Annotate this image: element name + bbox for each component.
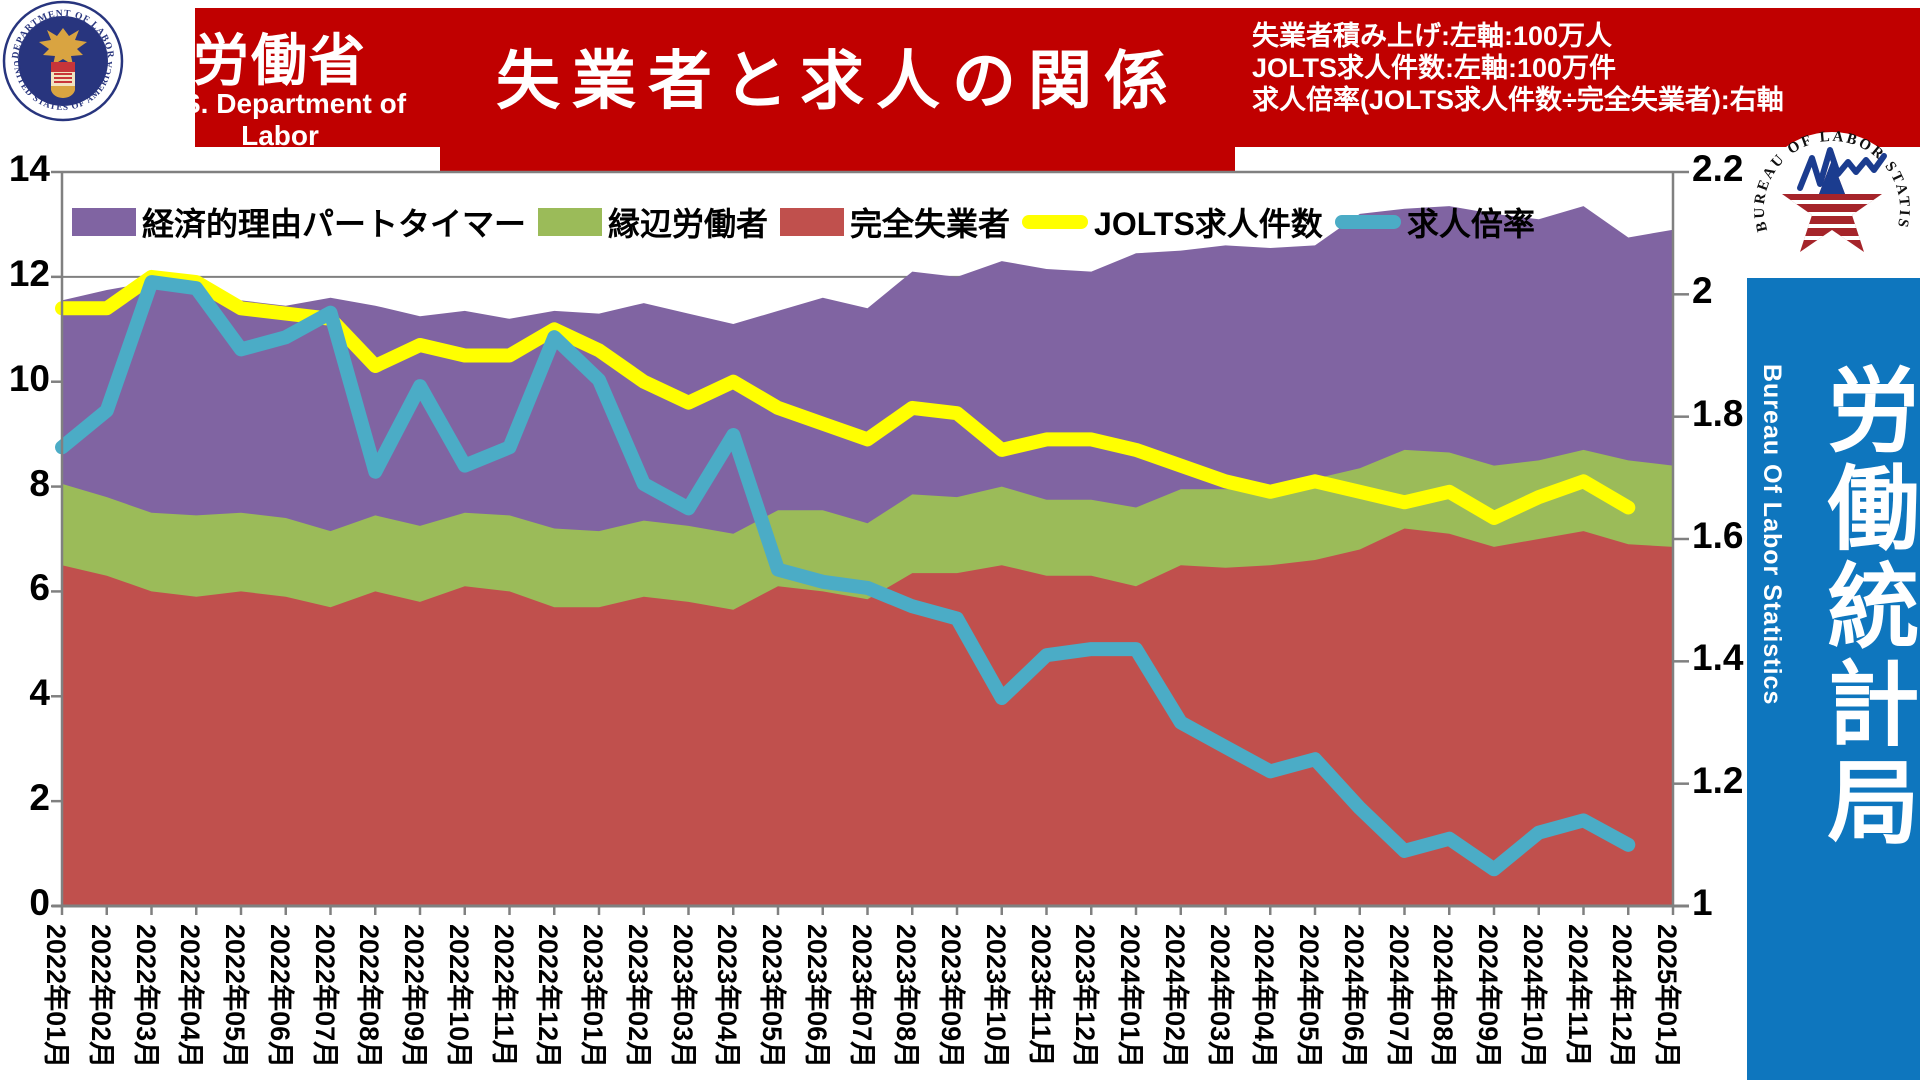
header-title-box: [440, 8, 1235, 172]
x-axis-tick-label: 2024年09月: [1473, 924, 1503, 1069]
x-axis-tick-label: 2022年10月: [443, 924, 474, 1069]
x-axis-tick-label: 2024年05月: [1294, 924, 1324, 1069]
legend-label: 縁辺労働者: [608, 206, 769, 242]
x-axis-tick-label: 2022年04月: [175, 924, 206, 1069]
right-axis-tick-label: 1.2: [1692, 759, 1744, 801]
x-axis-tick-label: 2024年08月: [1428, 924, 1459, 1069]
x-axis-tick-label: 2024年07月: [1383, 924, 1414, 1069]
right-axis-tick-label: 1: [1692, 882, 1713, 923]
left-axis-tick-label: 14: [8, 148, 50, 189]
right-axis-tick-label: 1.6: [1692, 515, 1744, 556]
x-axis-tick-label: 2023年01月: [578, 924, 608, 1069]
chart-legend: 経済的理由パートタイマー 縁辺労働者 完全失業者 JOLTS求人件数 求人倍率: [72, 199, 1535, 245]
x-axis-tick-label: 2022年07月: [309, 924, 340, 1069]
chart-plot: [51, 170, 1689, 915]
left-axis-tick-label: 12: [8, 252, 50, 294]
agency-name-en: U.S. Department of Labor: [153, 88, 407, 151]
left-axis-tick-label: 8: [29, 462, 50, 504]
left-axis-tick-label: 4: [29, 672, 50, 714]
x-axis-tick-label: 2022年06月: [264, 924, 295, 1069]
x-axis-tick-label: 2024年12月: [1607, 924, 1638, 1069]
x-axis-tick-label: 2023年09月: [936, 924, 966, 1069]
x-axis-tick-label: 2024年10月: [1517, 924, 1548, 1069]
legend-swatch-icon: [1022, 215, 1089, 229]
x-axis-tick-label: 2022年12月: [533, 924, 564, 1069]
x-axis-tick-label: 2024年02月: [1159, 924, 1190, 1069]
legend-item: 求人倍率: [1334, 199, 1535, 245]
x-axis-tick-label: 2023年05月: [757, 924, 787, 1069]
legend-label: 求人倍率: [1406, 206, 1535, 242]
legend-item: 完全失業者: [780, 199, 1010, 245]
axis-note-line2: JOLTS求人件数:左軸:100万件: [1252, 53, 1617, 83]
sidebar-title-jp: 労働統計局: [1814, 362, 1916, 852]
legend-label: JOLTS求人件数: [1094, 206, 1323, 242]
x-axis-tick-label: 2023年08月: [891, 924, 922, 1069]
agency-name-jp: 労働省: [193, 29, 367, 92]
x-axis-tick-label: 2023年11月: [1025, 924, 1056, 1067]
legend-swatch-icon: [1334, 215, 1401, 229]
legend-swatch-icon: [780, 208, 845, 236]
x-axis-tick-label: 2024年11月: [1562, 924, 1593, 1067]
x-axis-tick-label: 2023年12月: [1070, 924, 1101, 1069]
line-ratio: [55, 275, 1636, 877]
x-axis-tick-label: 2022年09月: [399, 924, 429, 1069]
bls-dataline-icon: [1797, 147, 1887, 191]
x-axis-tick-label: 2023年06月: [801, 924, 832, 1069]
page-title: 失業者と求人の関係: [496, 45, 1180, 117]
legend-item: 縁辺労働者: [538, 199, 768, 245]
area-unemployed: [62, 528, 1673, 906]
left-axis-tick-label: 2: [29, 777, 50, 819]
x-axis-tick-label: 2022年11月: [488, 924, 519, 1067]
x-axis-tick-label: 2024年03月: [1204, 924, 1235, 1069]
x-axis-tick-label: 2023年07月: [846, 924, 877, 1069]
dol-seal: DEPARTMENT OF LABOR UNITED STATES OF AME…: [2, 0, 124, 122]
x-axis-tick-label: 2022年05月: [220, 924, 250, 1069]
legend-swatch-icon: [538, 208, 603, 236]
x-axis-tick-label: 2022年01月: [41, 924, 71, 1069]
legend-item: JOLTS求人件数: [1022, 199, 1323, 245]
x-axis-tick-label: 2023年02月: [622, 924, 653, 1069]
x-axis-tick-label: 2023年03月: [667, 924, 698, 1069]
x-axis-tick-label: 2022年08月: [354, 924, 385, 1069]
x-axis-tick-label: 2024年01月: [1115, 924, 1145, 1069]
sidebar: Bureau Of Labor Statistics 労働統計局: [1747, 278, 1920, 1080]
right-axis-tick-label: 1.8: [1692, 392, 1744, 434]
x-axis-tick-label: 2025年01月: [1652, 924, 1682, 1069]
axis-note-line3: 求人倍率(JOLTS求人件数÷完全失業者):右軸: [1252, 85, 1784, 115]
legend-label: 経済的理由パートタイマー: [142, 206, 527, 242]
x-axis-tick-label: 2023年04月: [712, 924, 743, 1069]
bls-logo: U.S. BUREAU OF LABOR STATISTICS: [1742, 122, 1910, 288]
axis-notes: 失業者積み上げ:左軸:100万人 JOLTS求人件数:左軸:100万件 求人倍率…: [1252, 20, 1784, 116]
axis-note-line1: 失業者積み上げ:左軸:100万人: [1252, 21, 1613, 51]
legend-swatch-icon: [72, 208, 136, 236]
legend-item: 経済的理由パートタイマー: [72, 199, 526, 245]
x-axis-tick-label: 2024年04月: [1249, 924, 1280, 1069]
seal-eagle-icon: [39, 28, 87, 65]
seal-shield-icon: [51, 62, 75, 99]
right-axis-tick-label: 1.4: [1692, 637, 1744, 679]
sidebar-subtitle-en: Bureau Of Labor Statistics: [1758, 364, 1786, 706]
x-axis-tick-label: 2022年03月: [130, 924, 161, 1069]
left-axis-tick-label: 0: [29, 882, 50, 923]
x-axis-tick-label: 2024年06月: [1338, 924, 1369, 1069]
left-axis-tick-label: 10: [8, 357, 50, 399]
x-axis-tick-label: 2023年10月: [980, 924, 1011, 1069]
left-axis-tick-label: 6: [29, 567, 50, 609]
x-axis-tick-label: 2022年02月: [85, 924, 116, 1069]
legend-label: 完全失業者: [850, 206, 1011, 242]
right-axis-tick-label: 2.2: [1692, 148, 1744, 189]
right-axis-tick-label: 2: [1692, 270, 1713, 312]
